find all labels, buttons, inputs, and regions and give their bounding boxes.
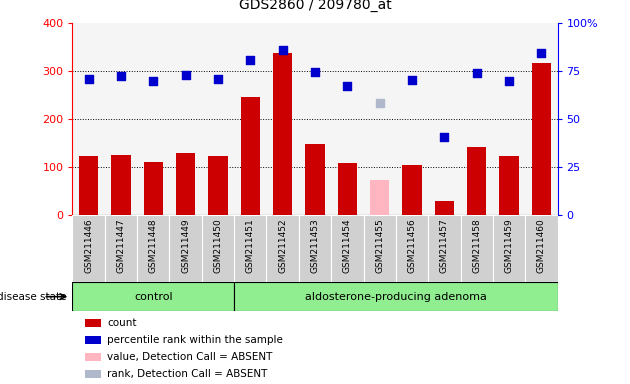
- Bar: [112, 155, 130, 215]
- Point: [148, 78, 158, 84]
- Bar: [79, 157, 98, 215]
- Text: GSM211457: GSM211457: [440, 218, 449, 273]
- Point: [504, 78, 514, 84]
- Bar: [241, 97, 260, 215]
- Bar: [137, 215, 169, 282]
- Bar: [85, 353, 101, 361]
- Bar: [435, 200, 454, 215]
- Bar: [234, 215, 266, 282]
- Bar: [364, 215, 396, 282]
- Point: [536, 50, 546, 56]
- Bar: [209, 156, 227, 215]
- Bar: [331, 215, 364, 282]
- Bar: [85, 319, 101, 327]
- Bar: [461, 215, 493, 282]
- Text: GSM211456: GSM211456: [408, 218, 416, 273]
- Text: GSM211451: GSM211451: [246, 218, 255, 273]
- Bar: [306, 144, 324, 215]
- Text: GSM211458: GSM211458: [472, 218, 481, 273]
- Text: GDS2860 / 209780_at: GDS2860 / 209780_at: [239, 0, 391, 12]
- Bar: [266, 215, 299, 282]
- Text: value, Detection Call = ABSENT: value, Detection Call = ABSENT: [107, 352, 273, 362]
- Text: aldosterone-producing adenoma: aldosterone-producing adenoma: [305, 291, 487, 302]
- Text: control: control: [134, 291, 173, 302]
- Bar: [169, 215, 202, 282]
- Point: [213, 76, 223, 82]
- Point: [116, 73, 126, 79]
- Point: [439, 134, 449, 140]
- Point: [407, 77, 417, 83]
- Text: GSM211453: GSM211453: [311, 218, 319, 273]
- Bar: [176, 153, 195, 215]
- Bar: [202, 215, 234, 282]
- Bar: [72, 215, 105, 282]
- Text: GSM211454: GSM211454: [343, 218, 352, 273]
- Text: GSM211459: GSM211459: [505, 218, 513, 273]
- Text: disease state: disease state: [0, 291, 66, 302]
- Bar: [273, 53, 292, 215]
- Bar: [299, 215, 331, 282]
- Point: [278, 47, 288, 53]
- Bar: [370, 180, 389, 215]
- Point: [181, 72, 191, 78]
- Text: GSM211448: GSM211448: [149, 218, 158, 273]
- Text: GSM211452: GSM211452: [278, 218, 287, 273]
- Bar: [144, 162, 163, 215]
- Text: count: count: [107, 318, 137, 328]
- Bar: [72, 282, 234, 311]
- Point: [245, 56, 255, 63]
- Bar: [85, 370, 101, 378]
- Point: [375, 100, 385, 106]
- Bar: [467, 147, 486, 215]
- Text: GSM211446: GSM211446: [84, 218, 93, 273]
- Text: GSM211450: GSM211450: [214, 218, 222, 273]
- Bar: [428, 215, 461, 282]
- Bar: [500, 157, 518, 215]
- Bar: [234, 282, 558, 311]
- Text: GSM211460: GSM211460: [537, 218, 546, 273]
- Bar: [532, 63, 551, 215]
- Point: [342, 83, 352, 89]
- Point: [472, 70, 482, 76]
- Bar: [525, 215, 558, 282]
- Bar: [338, 163, 357, 215]
- Text: GSM211449: GSM211449: [181, 218, 190, 273]
- Bar: [85, 336, 101, 344]
- Bar: [403, 165, 421, 215]
- Text: percentile rank within the sample: percentile rank within the sample: [107, 335, 283, 345]
- Bar: [105, 215, 137, 282]
- Point: [84, 76, 94, 82]
- Point: [310, 68, 320, 74]
- Bar: [493, 215, 525, 282]
- Text: rank, Detection Call = ABSENT: rank, Detection Call = ABSENT: [107, 369, 268, 379]
- Bar: [396, 215, 428, 282]
- Text: GSM211455: GSM211455: [375, 218, 384, 273]
- Text: GSM211447: GSM211447: [117, 218, 125, 273]
